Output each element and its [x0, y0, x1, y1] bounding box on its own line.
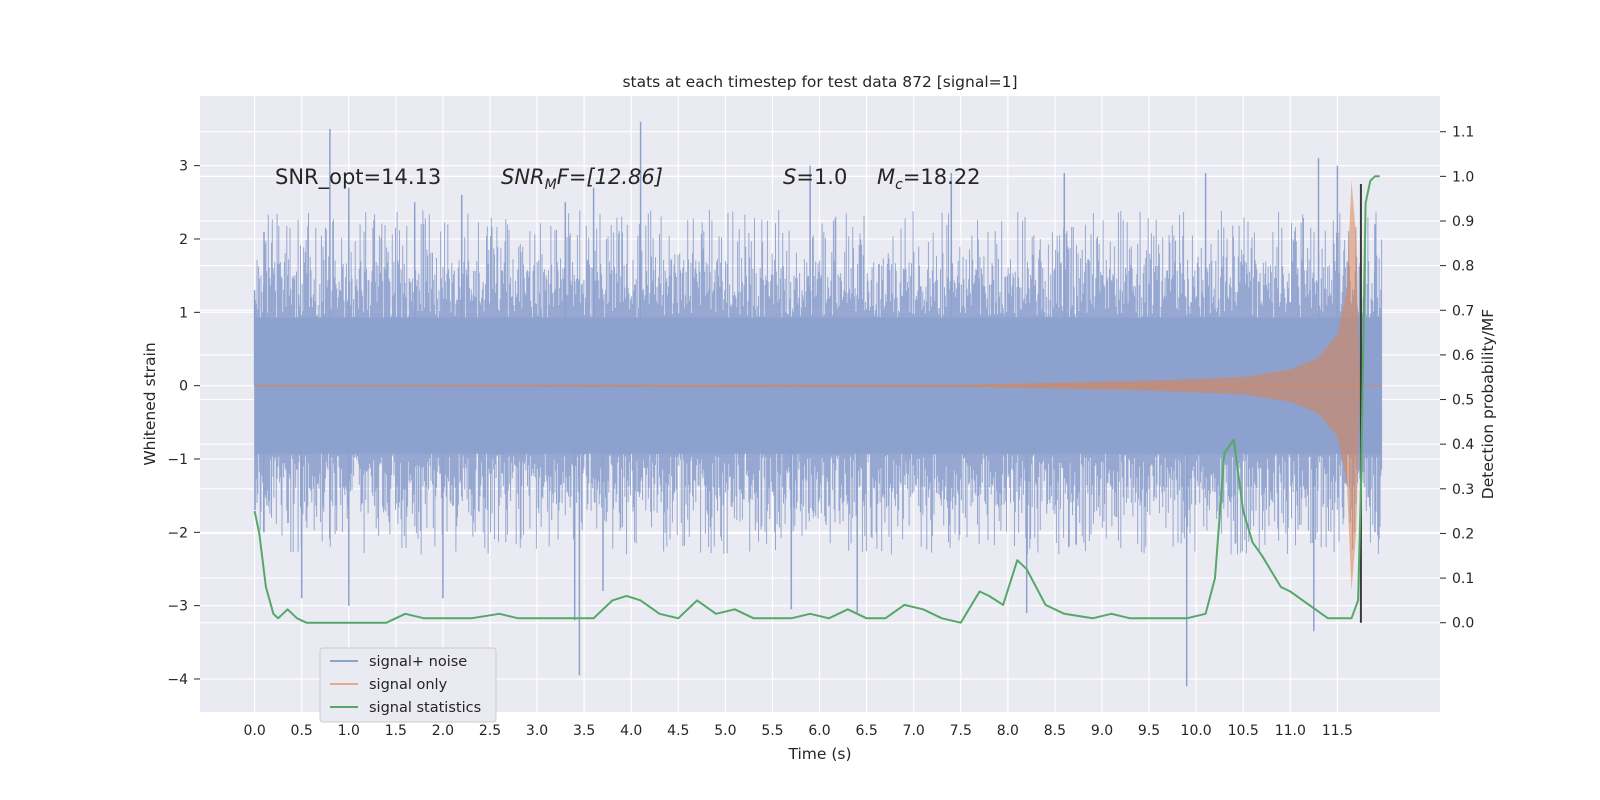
- legend-box: [319, 647, 497, 723]
- x-tick-label: 9.0: [1091, 723, 1113, 739]
- x-tick-label: 5.5: [761, 723, 783, 739]
- y2-tick-label: 0.2: [1452, 526, 1474, 542]
- y-tick-label: −1: [167, 452, 188, 468]
- y2-axis-label: Detection probability/MF: [1479, 309, 1497, 500]
- x-tick-label: 1.5: [385, 723, 407, 739]
- x-tick-label: 1.0: [338, 723, 360, 739]
- x-tick-label: 6.0: [808, 723, 830, 739]
- x-tick-label: 4.5: [667, 723, 689, 739]
- y-tick-label: 2: [179, 232, 188, 248]
- y-axis: 3 2 1 0 −1 −2 −3 −4: [167, 159, 200, 688]
- annotation-s: S=1.0: [783, 165, 847, 189]
- y2-tick-label: 0.7: [1452, 303, 1474, 319]
- x-tick-label: 3.0: [526, 723, 548, 739]
- data-layer: [253, 121, 1385, 687]
- y2-tick-label: 0.4: [1452, 437, 1474, 453]
- annotation-snr-mf: SNRMF=[12.86]: [501, 165, 663, 193]
- x-axis-label: Time (s): [787, 745, 851, 763]
- x-tick-label: 2.0: [432, 723, 454, 739]
- x-tick-label: 8.5: [1044, 723, 1066, 739]
- legend-label-noise: signal+ noise: [369, 654, 467, 670]
- x-tick-label: 3.5: [573, 723, 595, 739]
- signal-noise-peaks: [253, 121, 1376, 687]
- legend: signal+ noise signal only signal statist…: [319, 647, 497, 723]
- signal-statistics-line: [253, 175, 1380, 624]
- y-tick-label: 3: [179, 159, 188, 175]
- x-tick-label: 7.5: [950, 723, 972, 739]
- y-tick-label: −4: [167, 672, 188, 688]
- y-tick-label: 1: [179, 305, 188, 321]
- y2-tick-label: 0.5: [1452, 393, 1474, 409]
- y2-tick-label: 0.6: [1452, 348, 1474, 364]
- y2-tick-label: 0.9: [1452, 214, 1474, 230]
- x-tick-label: 8.0: [997, 723, 1019, 739]
- y2-tick-label: 1.1: [1452, 125, 1474, 141]
- x-tick-label: 10.0: [1181, 723, 1212, 739]
- legend-label-stats: signal statistics: [369, 700, 481, 716]
- y2-tick-label: 1.0: [1452, 169, 1474, 185]
- y-tick-label: −2: [167, 525, 188, 541]
- x-tick-label: 6.5: [855, 723, 877, 739]
- x-tick-label: 0.5: [291, 723, 313, 739]
- y-tick-label: 0: [179, 379, 188, 395]
- annotation-snr-opt: SNR_opt=14.13: [275, 165, 441, 190]
- x-tick-label: 11.0: [1275, 723, 1306, 739]
- x-tick-label: 4.0: [620, 723, 642, 739]
- y-axis-label: Whitened strain: [141, 342, 159, 465]
- x-axis: 0.0 0.5 1.0 1.5 2.0 2.5 3.0 3.5 4.0 4.5 5.0 5.5 6.0 6…: [243, 723, 1352, 739]
- y2-tick-label: 0.3: [1452, 482, 1474, 498]
- chart-title: stats at each timestep for test data 872…: [622, 73, 1017, 91]
- x-tick-label: 7.0: [903, 723, 925, 739]
- y-tick-label: −3: [167, 599, 188, 615]
- x-tick-label: 0.0: [243, 723, 265, 739]
- y2-tick-label: 0.1: [1452, 571, 1474, 587]
- x-tick-label: 2.5: [479, 723, 501, 739]
- x-tick-label: 11.5: [1322, 723, 1353, 739]
- y2-tick-label: 0.0: [1452, 616, 1474, 632]
- legend-label-signal: signal only: [369, 677, 448, 693]
- x-tick-label: 9.5: [1138, 723, 1160, 739]
- y2-tick-label: 0.8: [1452, 259, 1474, 275]
- annotation-mc: Mc=18.22: [877, 165, 981, 193]
- y2-axis: 1.1 1.0 0.9 0.8 0.7 0.6 0.5 0.4 0.3 0.2 0.1 0.0: [1440, 125, 1474, 632]
- x-tick-label: 10.5: [1228, 723, 1259, 739]
- x-tick-label: 5.0: [714, 723, 736, 739]
